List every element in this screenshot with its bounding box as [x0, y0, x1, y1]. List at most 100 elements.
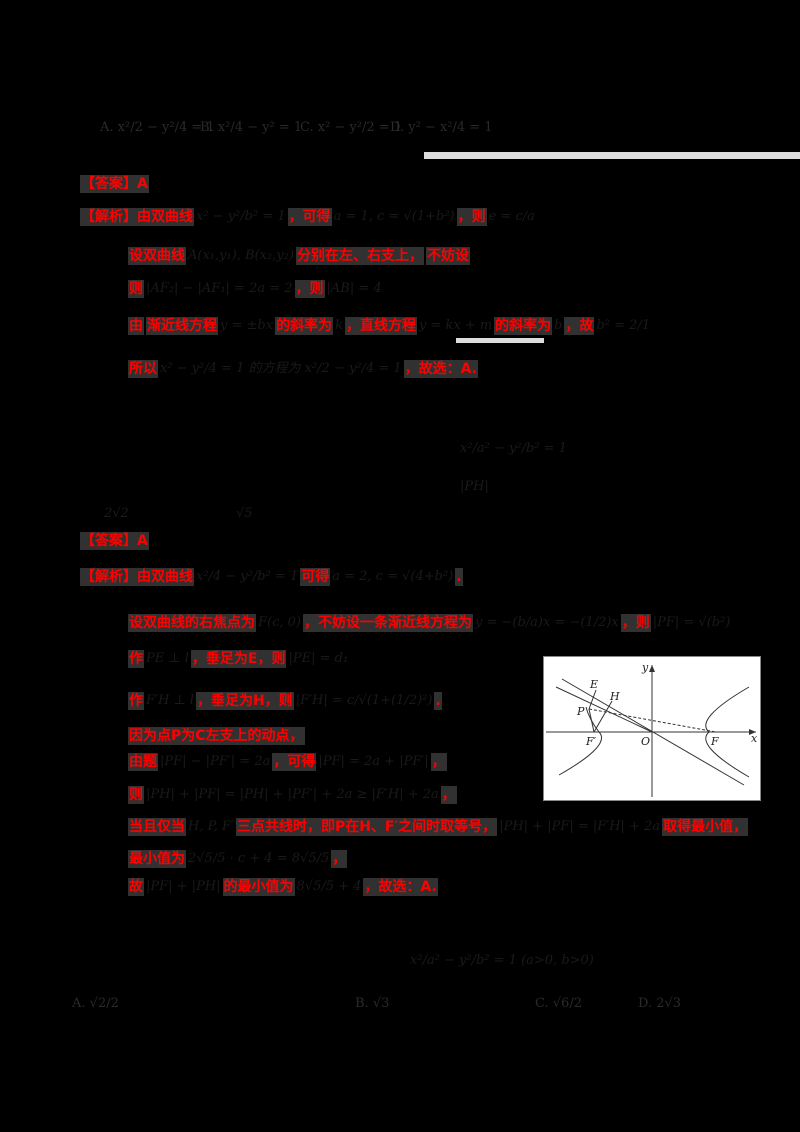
- math-formula: |PH| + |PF| = |F′H| + 2a: [499, 819, 661, 834]
- analysis-text: .: [455, 568, 463, 586]
- q1-answer-label: 【答案】A: [80, 175, 149, 193]
- math-formula: F′H ⊥ l: [146, 693, 194, 708]
- analysis-text: 作: [128, 692, 144, 710]
- math-formula: |AF₂| − |AF₁| = 2a = 2: [146, 281, 293, 296]
- q2-analysis-line-4: 作 F′H ⊥ l ，垂足为H，则 |F′H| = c/√(1+(1/2)²) …: [128, 692, 442, 710]
- q2-answer-label: 【答案】A: [80, 532, 149, 550]
- math-formula: |AB| = 4: [326, 281, 382, 296]
- math-formula: y = −(b/a)x = −(1/2)x: [474, 615, 619, 630]
- analysis-text: 由: [128, 317, 144, 335]
- analysis-text: 设双曲线的右焦点为: [128, 614, 256, 632]
- q3-stem-formula: x²/a² − y²/b² = 1 (a>0, b>0): [410, 953, 594, 968]
- hyperbola-diagram: E H P F′ O F x y: [546, 661, 758, 797]
- math-formula: a = 2, c = √(4+b²): [332, 569, 454, 584]
- math-formula: |PE| = d₁: [288, 651, 349, 666]
- analysis-text: ，: [430, 753, 447, 771]
- math-formula: |PF| − |PF′| = 2a: [160, 754, 271, 769]
- q1-analysis-line-3: 则 |AF₂| − |AF₁| = 2a = 2 ，则 |AB| = 4: [128, 280, 382, 298]
- analysis-text: ，则: [294, 280, 325, 298]
- math-formula: x² − y²/4 = 1 的方程为 x²/2 − y²/4 = 1: [160, 361, 402, 376]
- q2-analysis-line-5: 因为点P为C左支上的动点，: [128, 727, 305, 745]
- math-formula: |PF| = √(b²): [652, 615, 731, 630]
- math-formula: |F′H| = c/√(1+(1/2)²): [295, 693, 433, 708]
- math-formula: |PH| + |PF| = |PH| + |PF′| + 2a ≥ |F′H| …: [146, 787, 439, 802]
- q2-analysis-line-1: 【解析】由双曲线 x²/4 − y²/b² = 1 可得 a = 2, c = …: [80, 568, 463, 586]
- math-formula: b² = 2/1: [596, 318, 651, 333]
- math-formula: PE ⊥ l: [146, 651, 189, 666]
- analysis-text: 当且仅当: [128, 818, 186, 836]
- analysis-text: 的斜率为: [494, 317, 553, 335]
- q2-analysis-line-10: 故 |PF| + |PH| 的最小值为 8√5/5 + 4 ，故选：A.: [128, 878, 438, 896]
- math-formula: |PF| = 2a + |PF′|: [318, 754, 429, 769]
- q2-analysis-line-3: 作 PE ⊥ l ，垂足为E，则 |PE| = d₁: [128, 650, 348, 668]
- math-formula: |PF| + |PH|: [146, 879, 221, 894]
- math-formula: y = kx + m: [418, 318, 493, 333]
- math-formula: y = ±bx: [220, 318, 274, 333]
- q2-stem-left: 2√2: [104, 506, 129, 521]
- divider-rule: [424, 152, 800, 159]
- math-formula: 8√5/5 + 4: [296, 879, 362, 894]
- analysis-text: ，不妨设一条渐近线方程为: [302, 614, 473, 632]
- q1-choice-d: D. y² − x²/4 = 1: [390, 120, 493, 135]
- label-f: F: [710, 735, 719, 748]
- q1-analysis-line-2: 设双曲线 A(x₁,y₁), B(x₂,y₂) 分别在左、右支上， 不妨设: [128, 247, 470, 265]
- analysis-text: 故: [128, 878, 144, 896]
- analysis-text: ，可得: [287, 208, 332, 226]
- analysis-text: ，则: [456, 208, 487, 226]
- analysis-text: 渐近线方程: [146, 317, 218, 335]
- label-e: E: [589, 678, 598, 691]
- analysis-text: 【解析】由双曲线: [80, 568, 194, 586]
- analysis-text: ，可得: [272, 753, 317, 771]
- underline-rule: [456, 338, 544, 343]
- math-formula: F(c, 0): [258, 615, 301, 630]
- q1-analysis-line-4: 由 渐近线方程 y = ±bx 的斜率为 k ，直线方程 y = kx + m …: [128, 317, 650, 335]
- math-formula: A(x₁,y₁), B(x₂,y₂): [188, 248, 294, 263]
- q2-stem-left-2: √5: [236, 506, 253, 521]
- analysis-text: ，垂足为E，则: [190, 650, 287, 668]
- analysis-text: 最小值为: [128, 850, 186, 868]
- q2-analysis-line-7: 则 |PH| + |PF| = |PH| + |PF′| + 2a ≥ |F′H…: [128, 786, 457, 804]
- q2-stem-formula-2: |PH|: [460, 479, 489, 494]
- q1-choice-c: C. x² − y²/2 = 1: [300, 120, 403, 135]
- q3-choice-b: B. √3: [355, 996, 390, 1011]
- analysis-text: 由题: [128, 753, 158, 771]
- analysis-text: 所以: [128, 360, 158, 378]
- analysis-text: ，故: [564, 317, 595, 335]
- q1-choices: A. x²/2 − y²/4 = 1 B. x²/4 − y² = 1 C. x…: [80, 100, 493, 160]
- math-formula: 2√5/5 · c + 4 = 8√5/5: [188, 851, 330, 866]
- analysis-text: 【解析】由双曲线: [80, 208, 194, 226]
- analysis-text: 分别在左、右支上，: [295, 247, 424, 265]
- analysis-text: ，故选：A.: [403, 360, 479, 378]
- analysis-text: 三点共线时，即P在H、F′之间时取等号，: [235, 818, 498, 836]
- hyperbola-figure: E H P F′ O F x y: [543, 656, 761, 801]
- analysis-text: ，: [440, 786, 457, 804]
- analysis-text: 取得最小值，: [662, 818, 749, 836]
- q2-analysis-line-6: 由题 |PF| − |PF′| = 2a ，可得 |PF| = 2a + |PF…: [128, 753, 447, 771]
- label-h: H: [609, 690, 620, 703]
- math-formula: k: [335, 318, 343, 333]
- analysis-text: 的斜率为: [275, 317, 334, 335]
- analysis-text: 因为点P为C左支上的动点，: [128, 727, 305, 745]
- q1-choice-b: B. x²/4 − y² = 1: [200, 120, 303, 135]
- math-formula: a = 1, c = √(1+b²): [333, 209, 455, 224]
- q1-analysis-line-5: 所以 x² − y²/4 = 1 的方程为 x²/2 − y²/4 = 1 ，故…: [128, 360, 479, 378]
- analysis-text: .: [434, 692, 442, 710]
- analysis-text: ，垂足为H，则: [195, 692, 294, 710]
- analysis-text: ，则: [620, 614, 651, 632]
- analysis-text: 设双曲线: [128, 247, 186, 265]
- math-formula: x²/4 − y²/b² = 1: [196, 569, 299, 584]
- q2-analysis-line-9: 最小值为 2√5/5 · c + 4 = 8√5/5 ，: [128, 850, 348, 868]
- analysis-text: ，: [331, 850, 348, 868]
- math-formula: b: [554, 318, 563, 333]
- analysis-text: 则: [128, 280, 144, 298]
- label-x: x: [751, 732, 758, 745]
- q2-stem-formula: x²/a² − y²/b² = 1: [460, 441, 567, 456]
- label-y: y: [641, 661, 649, 674]
- q2-analysis-line-2: 设双曲线的右焦点为 F(c, 0) ，不妨设一条渐近线方程为 y = −(b/a…: [128, 614, 730, 632]
- math-formula: H, P, F′: [188, 819, 234, 834]
- q2-analysis-line-8: 当且仅当 H, P, F′ 三点共线时，即P在H、F′之间时取等号， |PH| …: [128, 818, 749, 836]
- math-formula: e = c/a: [488, 209, 535, 224]
- label-f-prime: F′: [585, 735, 597, 748]
- q3-choice-c: C. √6/2: [535, 996, 582, 1011]
- analysis-text: 则: [128, 786, 144, 804]
